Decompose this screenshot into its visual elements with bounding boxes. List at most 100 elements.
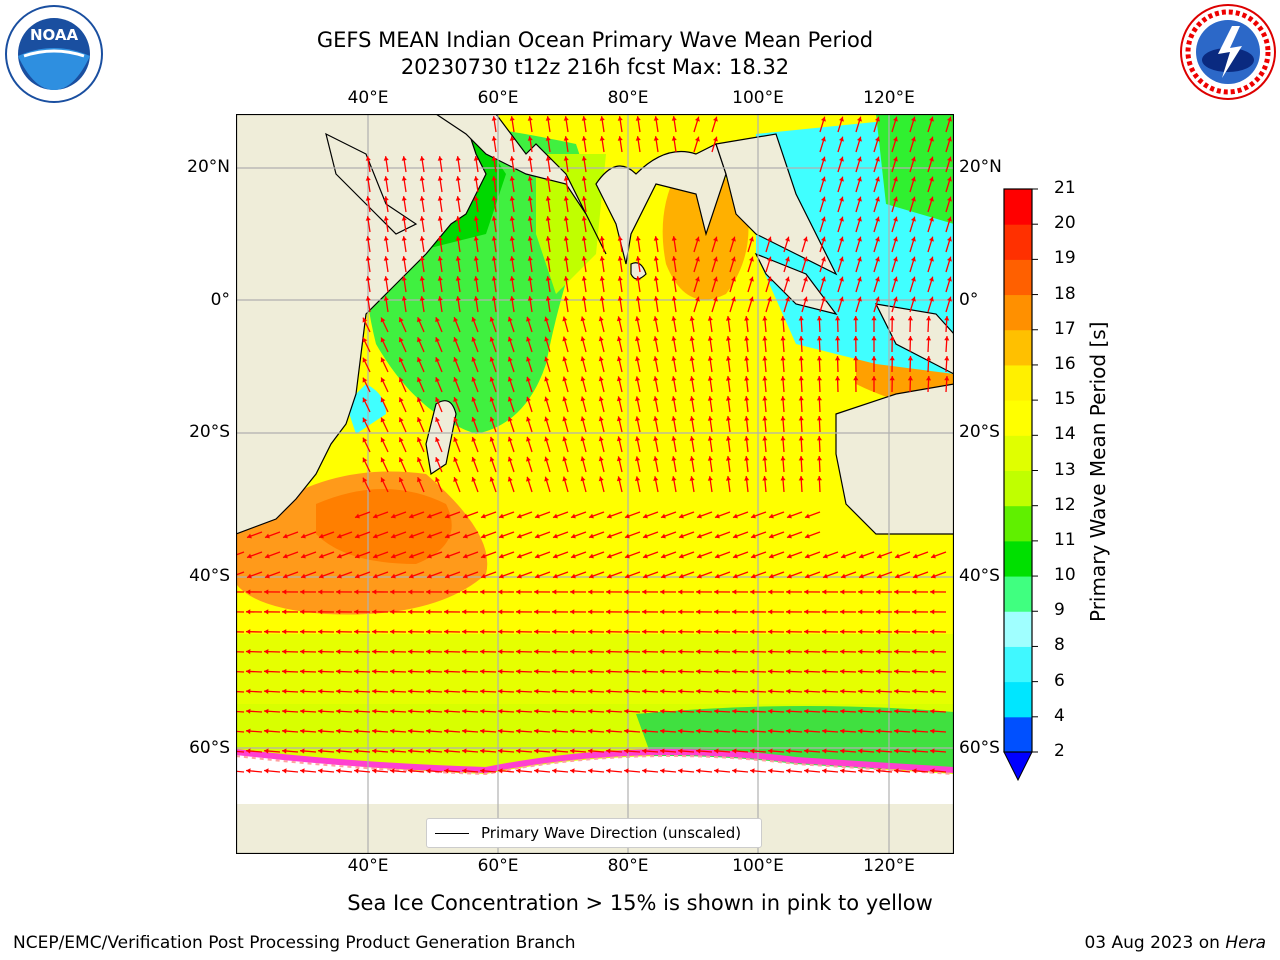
wave-arrow-head [246,668,251,675]
wave-arrow-head [318,668,323,675]
wave-arrow-head [300,748,305,754]
wave-arrow-head [544,476,550,482]
wave-arrow-head [624,728,629,734]
wave-arrow-head [875,156,880,162]
wave-arrow-head [390,589,395,595]
wave-arrow-head [859,553,864,559]
wave-arrow-head [563,136,569,141]
wave-arrow-head [408,629,413,635]
wave-arrow-head [750,668,755,675]
lat-tick-left: 20°S [189,422,230,442]
wave-arrow-head [435,397,440,403]
wave-arrow-head [894,668,899,675]
wave-arrow-head [444,748,449,754]
wave-arrow-head [911,156,916,162]
wave-arrow-shaft [236,651,245,653]
wave-arrow-head [725,416,731,421]
wave-arrow-head [516,748,521,754]
wave-arrow-head [390,609,395,615]
wave-arrow-head [480,768,485,774]
wave-arrow-head [247,533,252,539]
colorbar-tick-label: 12 [1054,494,1076,515]
wave-arrow-head [480,728,485,734]
wave-arrow-head [417,337,422,343]
wave-arrow-head [768,728,773,734]
wave-arrow-head [695,236,700,242]
legend-label: Primary Wave Direction (unscaled) [481,824,742,842]
wave-arrow-head [489,336,495,342]
wave-arrow-head [509,256,515,261]
wave-arrow-head [714,589,719,595]
wave-arrow-head [453,397,459,402]
wave-arrow-head [617,276,623,281]
wave-arrow-head [516,668,521,675]
lon-tick-bottom: 40°E [347,856,389,876]
wave-arrow-head [498,649,503,655]
wave-arrow-head [473,236,479,241]
wave-arrow-head [462,629,467,635]
wave-arrow-head [453,437,459,442]
wave-arrow-head [893,116,898,122]
wave-arrow-head [907,336,913,341]
wave-arrow-head [822,708,827,714]
wave-arrow-head [517,513,522,519]
wave-arrow-head [607,513,612,519]
wave-arrow-head [473,216,479,221]
wave-arrow-head [816,356,822,361]
lat-tick-right: 0° [959,290,979,310]
wave-arrow-head [562,356,568,362]
wave-arrow-head [816,456,822,461]
wave-arrow-head [804,728,809,734]
wave-arrow-head [509,236,515,241]
wave-arrow-head [552,649,557,655]
wave-arrow-head [580,476,586,482]
wave-arrow-head [671,316,677,321]
wave-arrow-head [768,649,773,655]
lon-tick-top: 40°E [347,88,389,108]
wave-arrow-head [264,629,269,635]
wave-arrow-head [435,317,440,323]
wave-arrow-head [893,276,898,282]
wave-arrow-head [527,276,533,281]
wave-arrow-head [463,533,468,539]
wave-arrow-head [780,436,786,441]
wave-arrow-head [769,573,774,579]
wave-arrow-head [725,456,731,461]
wave-arrow-head [398,437,404,443]
wave-arrow-head [714,768,719,774]
wave-arrow-head [835,316,841,321]
wave-arrow-head [616,336,622,342]
wave-arrow-head [617,136,623,141]
wave-arrow-head [643,513,648,519]
wave-arrow-head [473,256,479,261]
wave-arrow-head [858,609,863,615]
wave-arrow-head [444,728,449,734]
wave-arrow-head [507,356,513,362]
wave-arrow-head [839,196,844,202]
wave-arrow-head [780,356,786,361]
wave-arrow-head [471,437,477,442]
wave-arrow-head [671,356,677,361]
wave-arrow-head [816,436,822,441]
wave-arrow-head [362,377,368,383]
wave-arrow-head [803,236,808,242]
wave-arrow-head [697,553,702,559]
wave-arrow-head [372,708,377,714]
wave-arrow-head [929,196,934,202]
wave-arrow-head [787,553,792,559]
wave-arrow-head [911,196,916,202]
wave-arrow-head [455,216,461,221]
wave-arrow-head [598,456,604,462]
wave-arrow-head [713,136,718,142]
wave-arrow-head [545,156,551,161]
wave-arrow-head [365,236,371,241]
wave-arrow-head [599,136,605,141]
wave-arrow-head [408,708,413,714]
colorbar-tick-label: 6 [1054,670,1065,691]
wave-arrow-head [907,376,913,381]
wave-arrow-head [552,629,557,635]
wave-arrow-head [491,176,497,181]
wave-arrow-head [435,477,440,483]
wave-arrow-head [835,356,841,361]
wave-arrow-head [912,688,917,694]
